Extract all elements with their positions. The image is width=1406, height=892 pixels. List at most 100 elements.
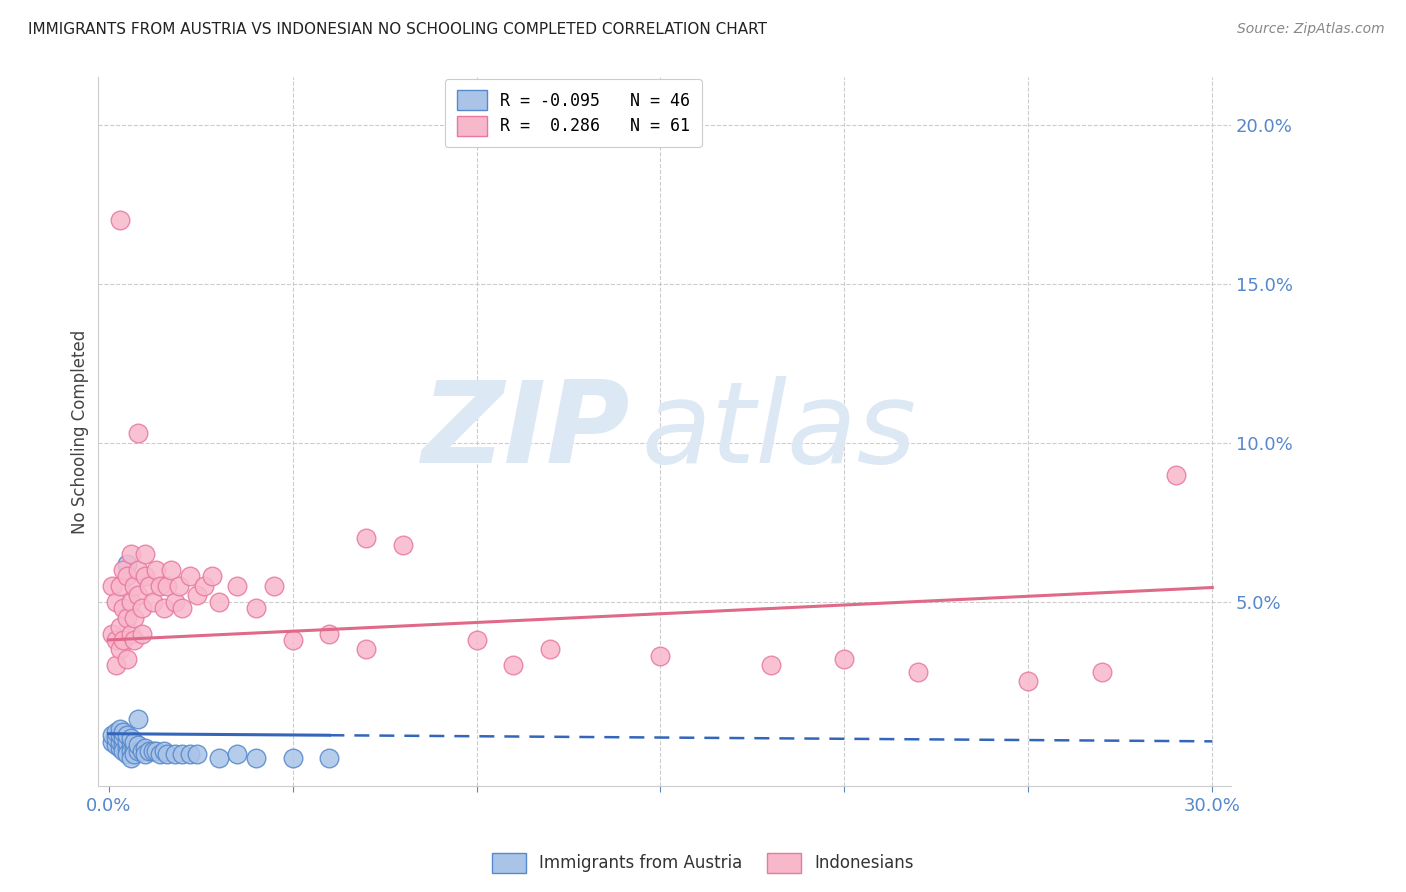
Point xyxy=(226,747,249,762)
Point xyxy=(650,648,672,663)
Point xyxy=(163,595,186,609)
Point xyxy=(1091,665,1114,679)
Point xyxy=(538,642,561,657)
Point xyxy=(152,601,174,615)
Text: Source: ZipAtlas.com: Source: ZipAtlas.com xyxy=(1237,22,1385,37)
Point xyxy=(120,626,142,640)
Point xyxy=(104,731,127,746)
Point xyxy=(112,731,135,746)
Point xyxy=(149,747,172,762)
Point xyxy=(201,569,224,583)
Point xyxy=(172,601,194,615)
Point xyxy=(226,579,249,593)
Point xyxy=(134,569,156,583)
Point xyxy=(108,741,131,756)
Point xyxy=(281,750,304,764)
Point xyxy=(156,579,179,593)
Point xyxy=(112,563,135,577)
Point xyxy=(124,741,146,756)
Point xyxy=(131,744,153,758)
Text: atlas: atlas xyxy=(641,376,917,487)
Point xyxy=(108,620,131,634)
Point xyxy=(124,747,146,762)
Point xyxy=(834,652,856,666)
Point xyxy=(318,750,340,764)
Point xyxy=(115,557,138,571)
Point xyxy=(127,563,149,577)
Point xyxy=(104,632,127,647)
Point xyxy=(124,610,146,624)
Point xyxy=(354,531,377,545)
Point xyxy=(108,728,131,742)
Point xyxy=(108,734,131,748)
Point xyxy=(465,632,488,647)
Point xyxy=(108,579,131,593)
Point xyxy=(104,738,127,752)
Point xyxy=(115,741,138,756)
Point xyxy=(124,632,146,647)
Point xyxy=(152,744,174,758)
Point xyxy=(104,595,127,609)
Point xyxy=(127,426,149,441)
Point xyxy=(131,626,153,640)
Point xyxy=(115,734,138,748)
Point xyxy=(281,632,304,647)
Point xyxy=(112,744,135,758)
Point xyxy=(186,589,208,603)
Point xyxy=(112,601,135,615)
Point xyxy=(115,569,138,583)
Point xyxy=(120,738,142,752)
Point xyxy=(127,589,149,603)
Point xyxy=(104,658,127,673)
Point xyxy=(131,601,153,615)
Point xyxy=(145,744,167,758)
Point xyxy=(208,750,231,764)
Point xyxy=(101,579,124,593)
Point xyxy=(115,747,138,762)
Point xyxy=(179,747,201,762)
Point xyxy=(172,747,194,762)
Point xyxy=(138,744,160,758)
Point xyxy=(167,579,190,593)
Point xyxy=(142,744,165,758)
Point xyxy=(101,734,124,748)
Point xyxy=(354,642,377,657)
Point xyxy=(124,734,146,748)
Point xyxy=(163,747,186,762)
Point xyxy=(124,579,146,593)
Point xyxy=(263,579,285,593)
Point xyxy=(149,579,172,593)
Point xyxy=(134,741,156,756)
Point xyxy=(127,713,149,727)
Point xyxy=(120,595,142,609)
Point xyxy=(120,547,142,561)
Point xyxy=(1017,674,1039,689)
Point xyxy=(108,213,131,227)
Point xyxy=(115,728,138,742)
Y-axis label: No Schooling Completed: No Schooling Completed xyxy=(72,330,89,534)
Point xyxy=(120,744,142,758)
Point xyxy=(318,626,340,640)
Point xyxy=(245,601,267,615)
Point xyxy=(108,642,131,657)
Point xyxy=(392,538,415,552)
Point xyxy=(108,722,131,736)
Text: ZIP: ZIP xyxy=(422,376,630,487)
Point xyxy=(160,563,183,577)
Point xyxy=(115,610,138,624)
Point xyxy=(145,563,167,577)
Point xyxy=(142,595,165,609)
Point xyxy=(127,744,149,758)
Point xyxy=(245,750,267,764)
Text: IMMIGRANTS FROM AUSTRIA VS INDONESIAN NO SCHOOLING COMPLETED CORRELATION CHART: IMMIGRANTS FROM AUSTRIA VS INDONESIAN NO… xyxy=(28,22,768,37)
Legend: R = -0.095   N = 46, R =  0.286   N = 61: R = -0.095 N = 46, R = 0.286 N = 61 xyxy=(446,78,702,147)
Point xyxy=(134,747,156,762)
Point xyxy=(120,750,142,764)
Point xyxy=(1164,467,1187,482)
Point xyxy=(186,747,208,762)
Point xyxy=(193,579,215,593)
Point xyxy=(134,547,156,561)
Point xyxy=(759,658,782,673)
Point xyxy=(179,569,201,583)
Point xyxy=(156,747,179,762)
